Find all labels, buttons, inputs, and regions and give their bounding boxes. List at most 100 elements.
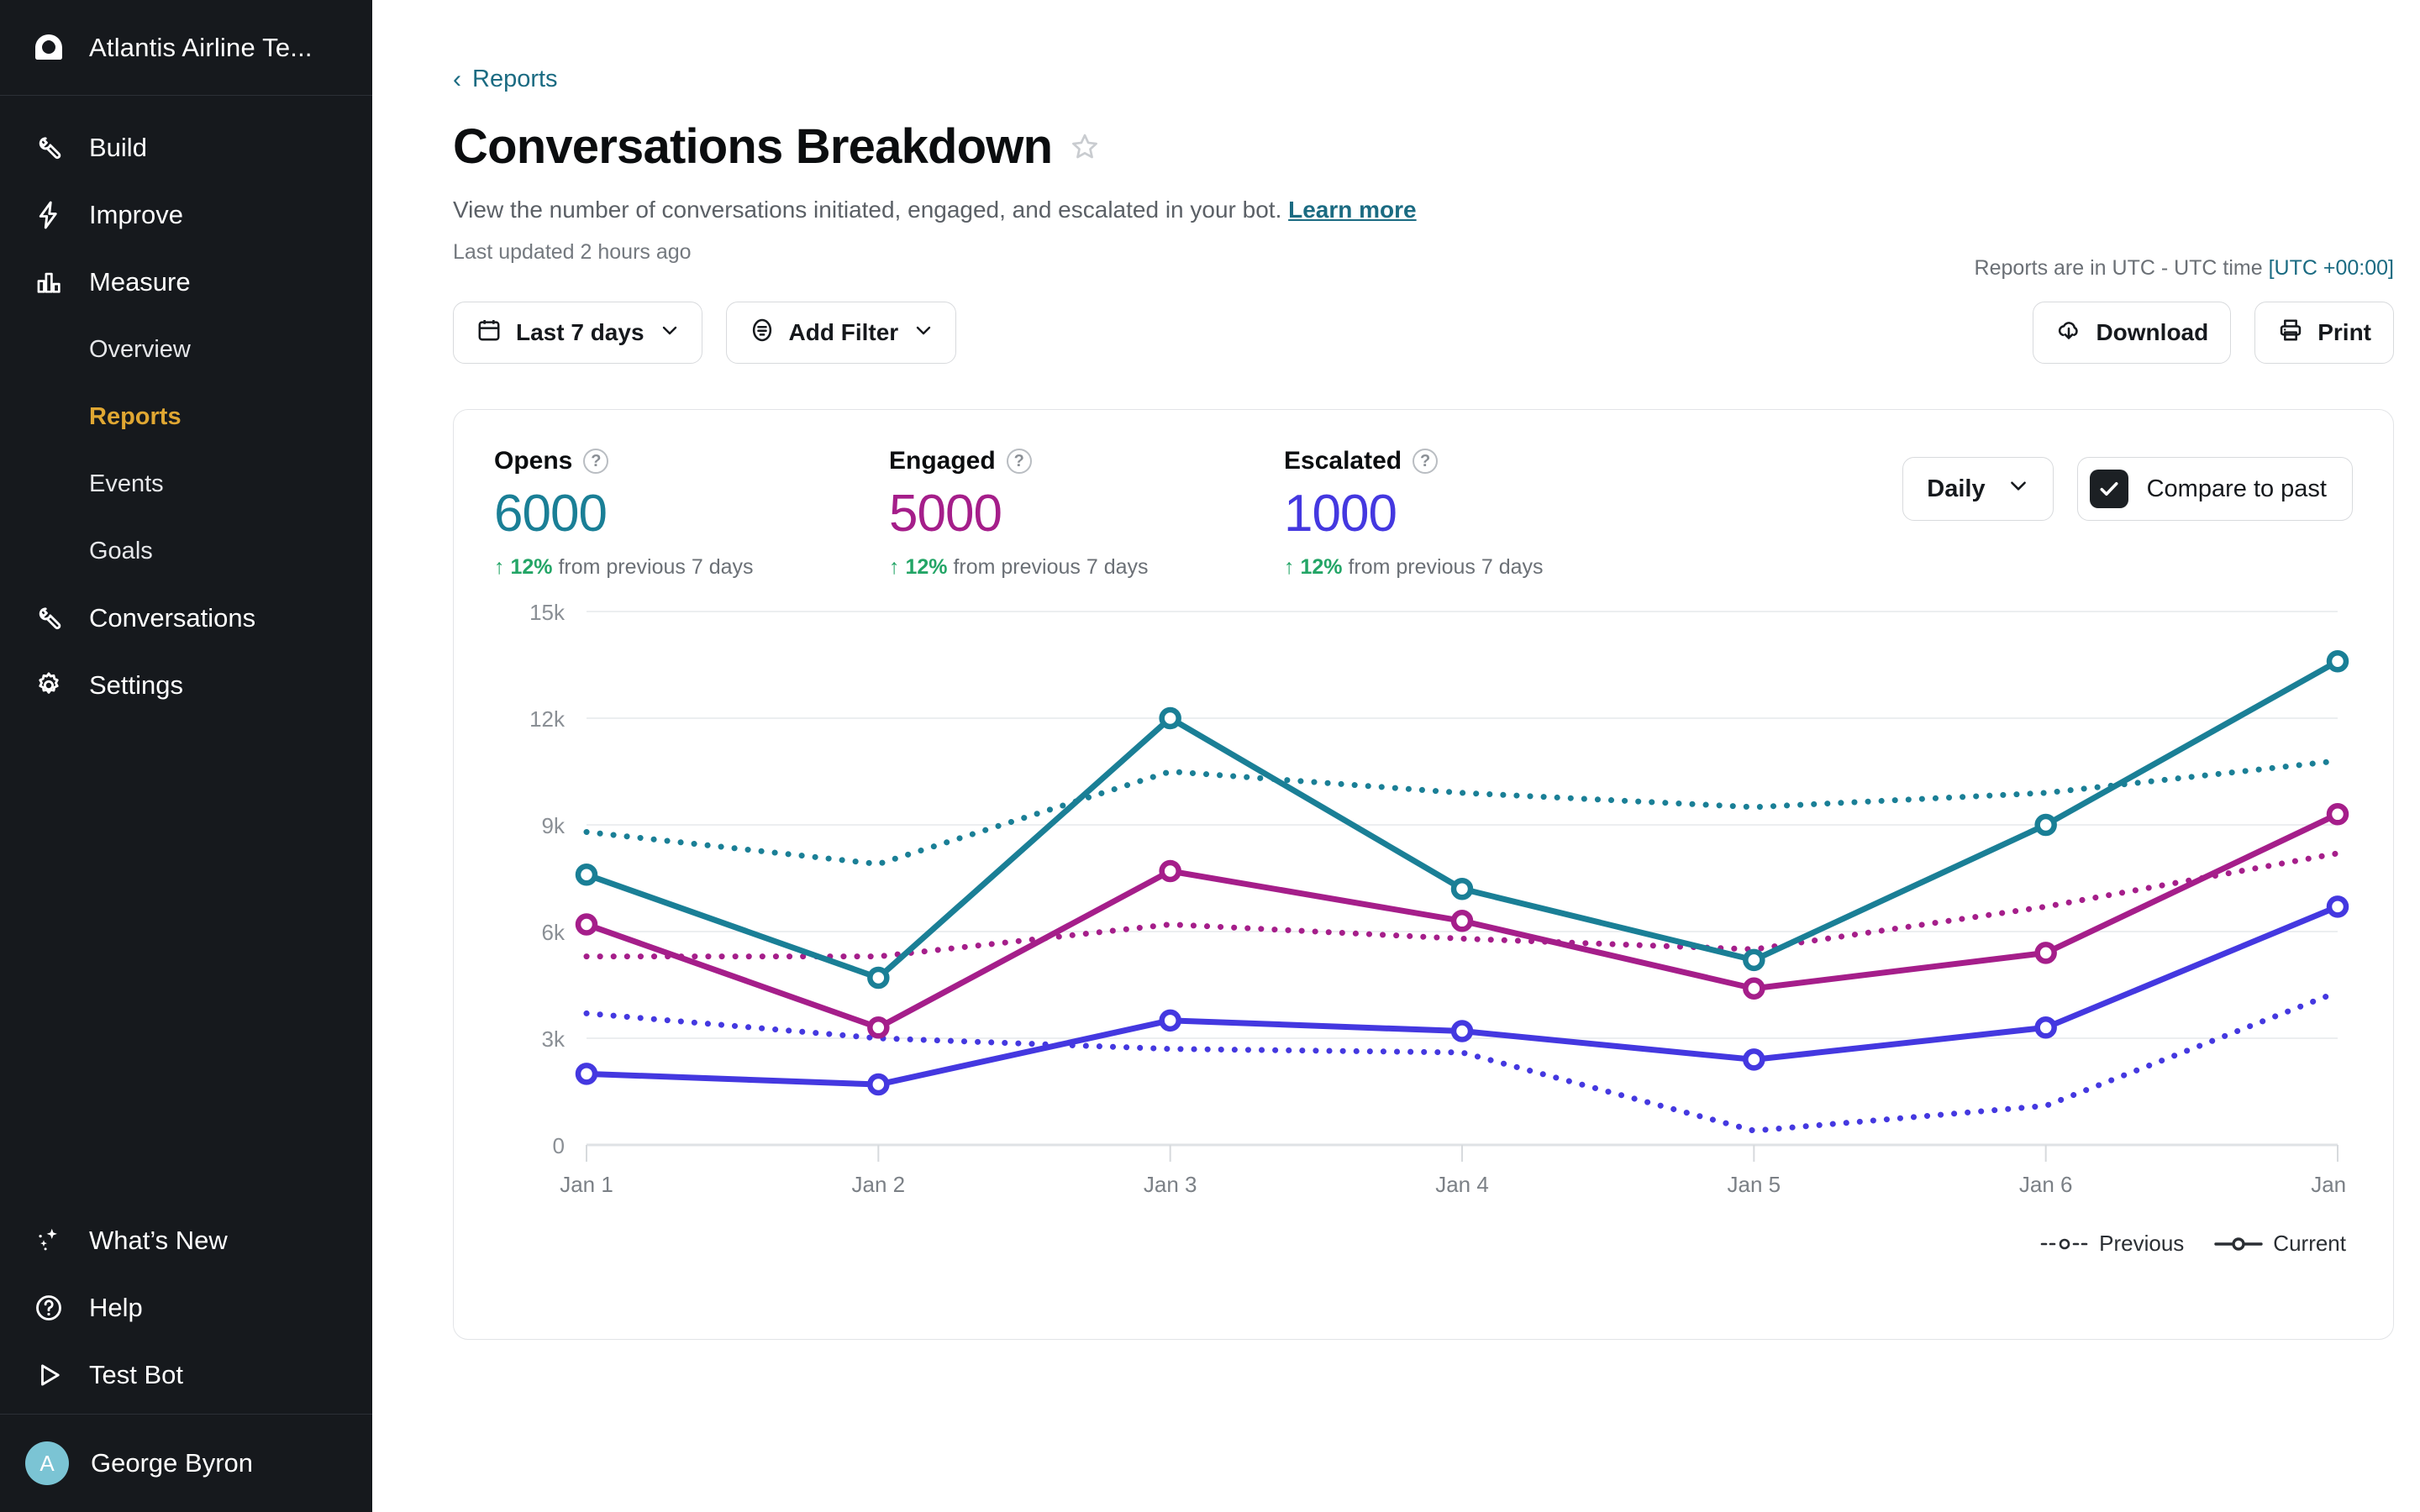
- compare-to-past-toggle[interactable]: Compare to past: [2076, 457, 2353, 521]
- bolt-icon: [30, 197, 67, 234]
- legend-label: Current: [2273, 1231, 2346, 1256]
- date-range-button[interactable]: Last 7 days: [453, 302, 702, 364]
- sidebar-item-label: Test Bot: [89, 1360, 183, 1389]
- legend-current-swatch: [2214, 1236, 2263, 1251]
- y-axis-tick-label: 0: [553, 1133, 565, 1158]
- print-button[interactable]: Print: [2254, 302, 2394, 364]
- sidebar-item-whats-new[interactable]: What’s New: [0, 1207, 372, 1274]
- x-axis-tick-label: Jan 6: [2019, 1172, 2073, 1197]
- series-line-opens-previous: [583, 758, 2341, 868]
- data-point-engaged[interactable]: [2034, 942, 2057, 964]
- favorite-star-icon[interactable]: [1069, 131, 1101, 163]
- legend-item-previous[interactable]: Previous: [2040, 1231, 2184, 1257]
- metric-value: 5000: [889, 485, 1002, 543]
- utc-offset-value: [UTC +00:00]: [2268, 256, 2394, 280]
- sidebar-item-improve[interactable]: Improve: [0, 181, 372, 249]
- arrow-up-icon: ↑: [494, 555, 505, 579]
- chart-svg[interactable]: 0 3k 6k 9k 12k 15k Jan 1 Jan 2 Jan 3 Jan 4 Jan 5 Ja…: [494, 595, 2353, 1242]
- sidebar-item-goals[interactable]: Goals: [0, 517, 372, 585]
- data-point-engaged[interactable]: [1159, 859, 1181, 883]
- sidebar-item-label: Settings: [89, 670, 184, 700]
- data-point-engaged[interactable]: [575, 913, 598, 936]
- chevron-down-icon: [2007, 475, 2029, 503]
- wrench-icon: [30, 600, 67, 637]
- sidebar-item-measure[interactable]: Measure: [0, 249, 372, 316]
- brand-header[interactable]: Atlantis Airline Te...: [0, 0, 372, 96]
- avatar: A: [25, 1441, 69, 1485]
- legend-item-current[interactable]: Current: [2214, 1231, 2346, 1257]
- download-label: Download: [2096, 319, 2209, 345]
- sidebar-item-overview[interactable]: Overview: [0, 316, 372, 383]
- compare-to-past-label: Compare to past: [2146, 475, 2327, 502]
- data-point-engaged[interactable]: [867, 1016, 890, 1039]
- data-point-opens[interactable]: [2326, 650, 2349, 673]
- y-axis-tick-label: 3k: [542, 1026, 566, 1052]
- data-point-engaged[interactable]: [2326, 803, 2349, 826]
- sidebar-item-reports[interactable]: Reports: [0, 383, 372, 450]
- sidebar-item-conversations[interactable]: Conversations: [0, 585, 372, 652]
- legend-label: Previous: [2099, 1231, 2185, 1256]
- conversations-line-chart: 0 3k 6k 9k 12k 15k Jan 1 Jan 2 Jan 3 Jan 4 Jan 5 Ja…: [494, 595, 2353, 1258]
- granularity-select[interactable]: Daily: [1902, 457, 2054, 521]
- bar-chart-icon: [30, 264, 67, 301]
- sidebar-item-help[interactable]: Help: [0, 1274, 372, 1341]
- add-filter-button[interactable]: Add Filter: [725, 302, 957, 364]
- metric-head: Opens ?: [494, 447, 889, 475]
- metric-label: Escalated: [1284, 447, 1402, 475]
- data-point-opens[interactable]: [2034, 813, 2057, 837]
- date-range-label: Last 7 days: [516, 319, 644, 345]
- chevron-down-icon: [660, 320, 680, 345]
- sidebar-item-build[interactable]: Build: [0, 114, 372, 181]
- question-circle-icon: [30, 1289, 67, 1326]
- sidebar-item-events[interactable]: Events: [0, 450, 372, 517]
- filter-icon: [749, 317, 776, 349]
- main-content: ‹ Reports Conversations Breakdown View t…: [372, 0, 2420, 1512]
- data-point-engaged[interactable]: [1743, 977, 1765, 1000]
- help-tooltip-icon[interactable]: ?: [583, 449, 609, 474]
- data-point-opens[interactable]: [1743, 948, 1765, 972]
- sidebar-item-label: Conversations: [89, 603, 256, 633]
- metric-delta: ↑ 12% from previous 7 days: [889, 555, 1284, 580]
- data-point-escalated[interactable]: [2326, 895, 2349, 918]
- last-updated-text: Last updated 2 hours ago: [453, 240, 692, 264]
- data-point-opens[interactable]: [1159, 706, 1181, 730]
- help-tooltip-icon[interactable]: ?: [1006, 449, 1032, 474]
- toolbar: Last 7 days Add Filter: [453, 302, 2420, 364]
- data-point-escalated[interactable]: [1159, 1009, 1181, 1032]
- user-name: George Byron: [91, 1448, 253, 1478]
- metric-engaged: Engaged ? 5000 ↑ 12% from previous 7 day…: [889, 447, 1284, 580]
- page-title: Conversations Breakdown: [453, 119, 1053, 174]
- data-point-escalated[interactable]: [1450, 1020, 1474, 1042]
- legend-previous-swatch: [2040, 1238, 2089, 1249]
- x-axis-tick-label: Jan 7: [2311, 1172, 2353, 1197]
- sidebar-divider: [0, 1414, 372, 1415]
- sidebar-item-settings[interactable]: Settings: [0, 652, 372, 719]
- learn-more-link[interactable]: Learn more: [1288, 197, 1417, 223]
- data-point-escalated[interactable]: [867, 1073, 890, 1096]
- sidebar-bottom-nav: What’s New Help Test Bot: [0, 1207, 372, 1414]
- sidebar-subitem-label: Overview: [89, 335, 191, 363]
- y-axis-tick-label: 15k: [529, 600, 566, 625]
- metric-delta-text: from previous 7 days: [558, 555, 754, 579]
- breadcrumb-back-reports[interactable]: ‹ Reports: [453, 66, 558, 93]
- user-profile-row[interactable]: A George Byron: [0, 1415, 372, 1512]
- data-point-opens[interactable]: [867, 966, 890, 990]
- data-point-engaged[interactable]: [1450, 910, 1474, 932]
- data-point-opens[interactable]: [575, 864, 598, 886]
- sidebar-item-label: Measure: [89, 267, 191, 297]
- sidebar: Atlantis Airline Te... Build Improve: [0, 0, 372, 1512]
- x-axis-tick-label: Jan 1: [560, 1172, 613, 1197]
- sidebar-item-label: Build: [89, 133, 147, 162]
- checkbox-checked-icon: [2089, 470, 2128, 508]
- data-point-escalated[interactable]: [1743, 1048, 1765, 1071]
- help-tooltip-icon[interactable]: ?: [1413, 449, 1439, 474]
- metric-delta-value: 12%: [510, 555, 553, 579]
- data-point-opens[interactable]: [1450, 877, 1474, 900]
- data-point-escalated[interactable]: [575, 1063, 598, 1085]
- x-axis-tick-label: Jan 2: [852, 1172, 906, 1197]
- x-axis-tick-label: Jan 5: [1728, 1172, 1781, 1197]
- sidebar-item-test-bot[interactable]: Test Bot: [0, 1341, 372, 1409]
- arrow-up-icon: ↑: [889, 555, 900, 579]
- data-point-escalated[interactable]: [2034, 1016, 2057, 1039]
- download-button[interactable]: Download: [2033, 302, 2232, 364]
